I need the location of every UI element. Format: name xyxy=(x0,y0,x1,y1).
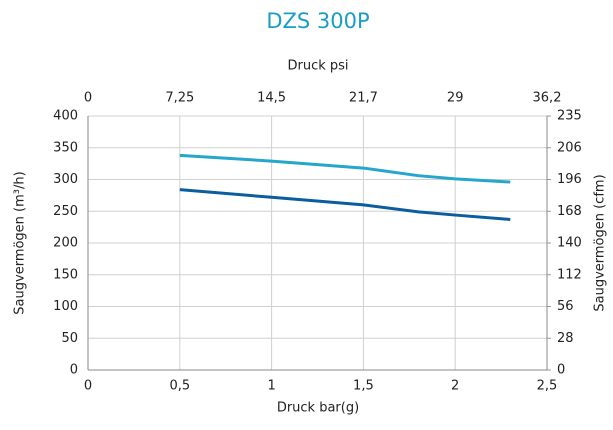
y-tick-label: 50 xyxy=(61,331,78,346)
x2-tick-label: 21,7 xyxy=(349,91,378,106)
x-tick-label: 1 xyxy=(267,379,275,394)
y2-tick-label: 56 xyxy=(557,299,574,314)
y2-tick-label: 112 xyxy=(557,267,582,282)
x2-tick-label: 29 xyxy=(447,91,464,106)
y2-tick-label: 235 xyxy=(557,109,582,124)
chart-title: DZS 300P xyxy=(266,9,369,33)
y2-tick-label: 196 xyxy=(557,172,582,187)
y2-tick-label: 168 xyxy=(557,204,582,219)
y-tick-label: 100 xyxy=(53,299,78,314)
y-tick-label: 0 xyxy=(70,363,78,378)
y-tick-label: 150 xyxy=(53,267,78,282)
line xyxy=(179,153,511,184)
y-axis-label: Saugvermögen (m³/h) xyxy=(13,171,28,314)
y-tick-label: 200 xyxy=(53,236,78,251)
x-tick-label: 1,5 xyxy=(353,379,374,394)
x2-tick-label: 14,5 xyxy=(257,91,286,106)
y-tick-label: 250 xyxy=(53,204,78,219)
x-tick-label: 2 xyxy=(451,379,459,394)
y2-tick-label: 206 xyxy=(557,140,582,155)
x2-tick-label: 7,25 xyxy=(165,91,194,106)
x2-tick-label: 0 xyxy=(84,91,92,106)
x-tick-label: 0,5 xyxy=(169,379,190,394)
y-tick-label: 350 xyxy=(53,140,78,155)
x-tick-label: 0 xyxy=(84,379,92,394)
line xyxy=(179,188,511,222)
y-tick-label: 400 xyxy=(53,109,78,124)
y2-tick-label: 140 xyxy=(557,236,582,251)
y2-axis-label: Saugvermögen (cfm) xyxy=(593,174,608,311)
y2-tick-label: 0 xyxy=(557,363,565,378)
y-tick-label: 300 xyxy=(53,172,78,187)
x2-axis-label: Druck psi xyxy=(287,59,348,74)
y2-tick-label: 28 xyxy=(557,331,574,346)
x2-tick-label: 36,2 xyxy=(533,91,562,106)
x-tick-label: 2,5 xyxy=(537,379,558,394)
x-axis-label: Druck bar(g) xyxy=(277,401,359,416)
